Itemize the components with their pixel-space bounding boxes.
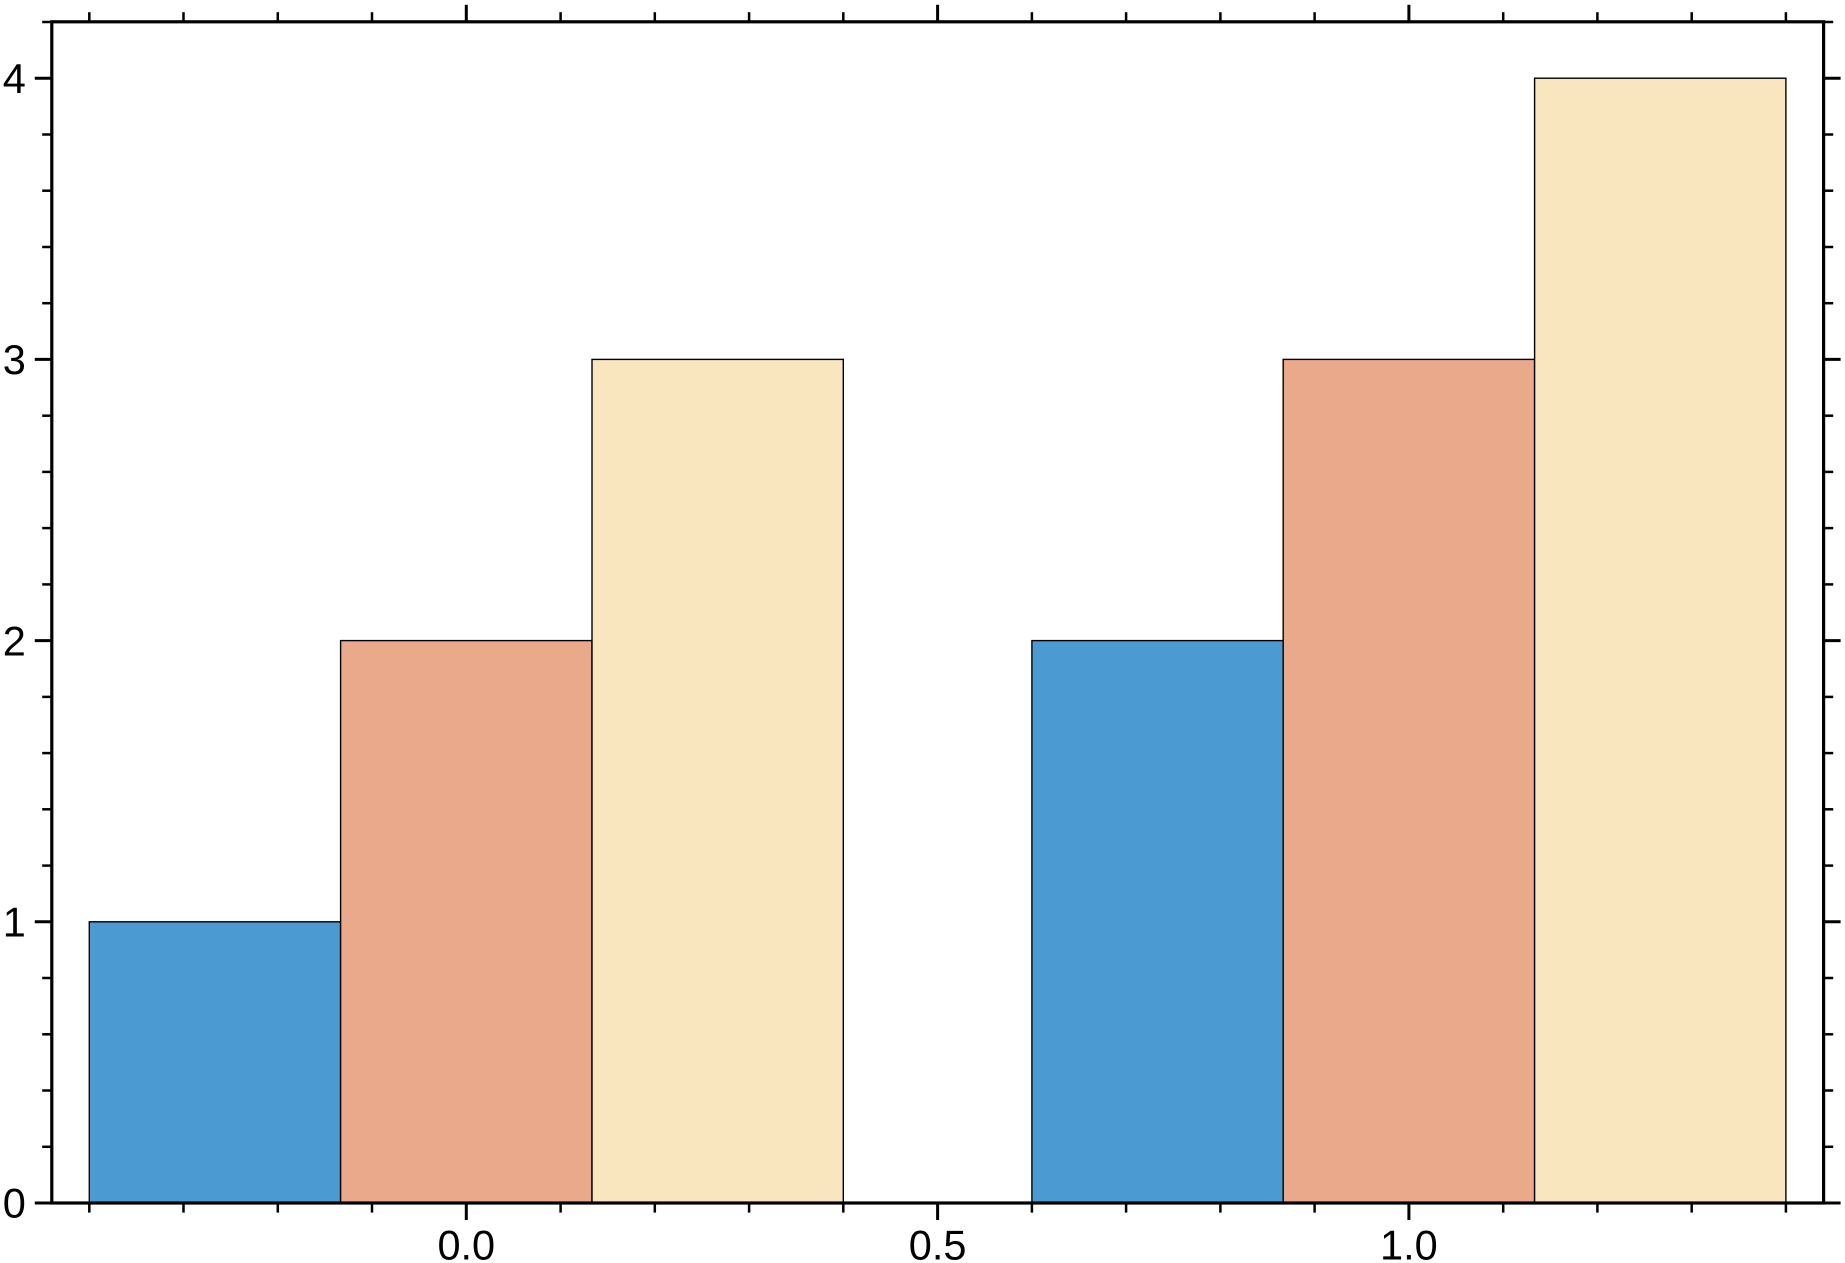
svg-text:0.0: 0.0: [437, 1222, 495, 1263]
svg-text:1.0: 1.0: [1380, 1222, 1438, 1263]
svg-text:2: 2: [3, 617, 26, 664]
svg-text:3: 3: [3, 336, 26, 383]
svg-text:4: 4: [3, 55, 26, 102]
svg-text:0.5: 0.5: [909, 1222, 967, 1263]
svg-text:1: 1: [3, 899, 26, 946]
svg-text:0: 0: [3, 1180, 26, 1227]
